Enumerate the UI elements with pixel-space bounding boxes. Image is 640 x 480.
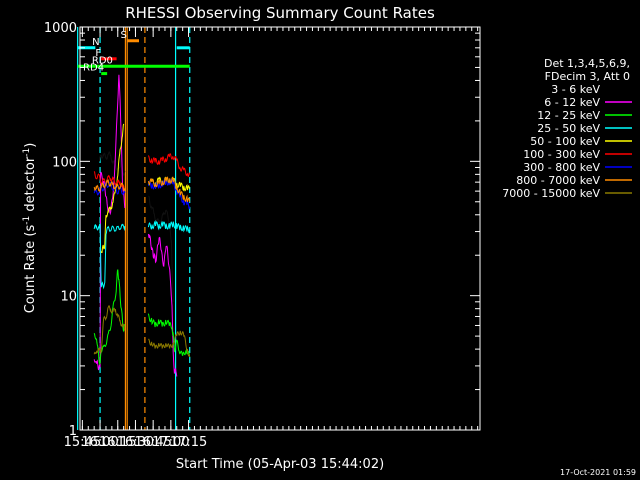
- series-line: [100, 123, 125, 253]
- series-line: [93, 223, 126, 290]
- series-line: [93, 181, 126, 196]
- x-tick-label: 16:45: [134, 435, 171, 450]
- y-tick-label: 100: [52, 155, 77, 170]
- legend: Det 1,3,4,5,6,9, FDecim 3, Att 0 3 - 6 k…: [502, 57, 632, 200]
- x-tick-label: 15:45: [64, 435, 101, 450]
- series-line: [93, 74, 126, 371]
- y-tick-label: 10: [60, 290, 77, 305]
- series-line: [93, 178, 126, 193]
- legend-label: 3 - 6 keV: [551, 83, 600, 96]
- x-tick-label: 16:15: [99, 435, 136, 450]
- series-line: [147, 233, 178, 377]
- y-axis-label: Count Rate (s-1 detector-1): [22, 143, 38, 314]
- y-axis-label-sup1: -1: [22, 216, 32, 225]
- x-tick-label: 17:00: [152, 435, 189, 450]
- legend-label: 6 - 12 keV: [544, 96, 600, 109]
- legend-label: 12 - 25 keV: [537, 109, 600, 122]
- series-line: [147, 313, 191, 357]
- annotation-label: RD4: [83, 63, 104, 74]
- x-axis-label: Start Time (05-Apr-03 15:44:02): [176, 457, 384, 472]
- annotation-label: S: [120, 30, 126, 41]
- x-tick-label: 17:15: [170, 435, 207, 450]
- legend-header-2: FDecim 3, Att 0: [545, 70, 630, 83]
- legend-label: 300 - 800 keV: [523, 161, 600, 174]
- y-tick-label: 1000: [44, 21, 77, 36]
- series-line: [147, 176, 191, 203]
- annotation-label: N: [92, 37, 99, 48]
- series-line: [99, 151, 126, 177]
- legend-label: 50 - 100 keV: [530, 135, 600, 148]
- y-axis-label-part1: Count Rate (s: [23, 225, 38, 314]
- legend-label: 800 - 7000 keV: [516, 174, 600, 187]
- series-line: [148, 330, 191, 358]
- annotation-label: F: [95, 48, 101, 59]
- y-axis-label-part2: detector: [23, 156, 38, 216]
- y-axis-ticks: 1 10 100 1000: [44, 21, 480, 439]
- legend-label: 7000 - 15000 keV: [502, 187, 600, 200]
- series-line: [93, 305, 126, 355]
- series-line: [147, 152, 191, 178]
- x-tick-label: 16:00: [81, 435, 118, 450]
- legend-label: 100 - 300 keV: [523, 148, 600, 161]
- series-lines: [93, 74, 191, 377]
- annotation-label: RD0: [92, 55, 113, 66]
- plot-area: [77, 27, 191, 430]
- chart-title: RHESSI Observing Summary Count Rates: [125, 4, 435, 22]
- y-axis-label-part3: ): [23, 143, 38, 148]
- y-axis-label-sup2: -1: [22, 148, 32, 157]
- legend-label: 25 - 50 keV: [537, 122, 600, 135]
- plot-frame: [79, 26, 481, 431]
- x-tick-label: 16:30: [117, 435, 154, 450]
- series-line: [93, 171, 126, 193]
- footer-date: 17-Oct-2021 01:59: [560, 468, 636, 477]
- y-tick-label: 1: [69, 424, 77, 439]
- annotation-bars: [77, 39, 190, 76]
- series-line: [147, 220, 191, 234]
- legend-header-1: Det 1,3,4,5,6,9,: [544, 57, 630, 70]
- series-line: [93, 269, 126, 366]
